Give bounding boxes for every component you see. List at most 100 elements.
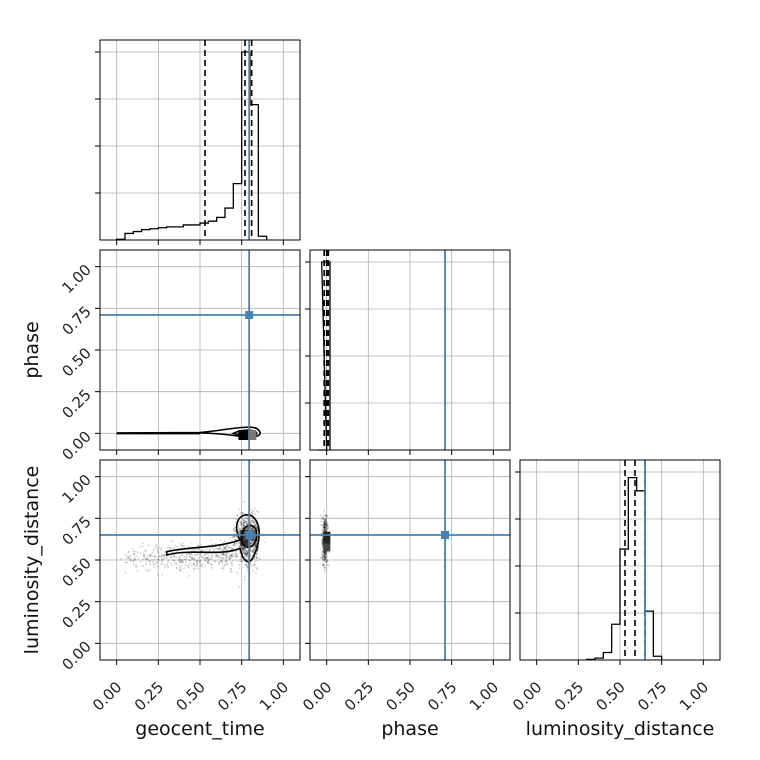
sample-point	[153, 547, 156, 550]
sample-point	[179, 561, 182, 564]
sample-point	[237, 544, 240, 547]
sample-point	[246, 521, 248, 524]
sample-point	[154, 555, 156, 557]
sample-point	[194, 548, 197, 551]
sample-point	[153, 563, 156, 566]
sample-point	[205, 557, 208, 560]
sample-point	[251, 551, 253, 554]
sample-point	[323, 525, 326, 528]
sample-point	[242, 521, 245, 523]
y-tick-label: 0.25	[58, 596, 94, 632]
sample-point	[184, 567, 187, 569]
y-tick-label: 0.75	[58, 512, 94, 548]
sample-point	[327, 527, 330, 530]
sample-point	[324, 521, 327, 524]
sample-point	[323, 522, 326, 525]
sample-point	[323, 551, 326, 554]
sample-point	[145, 561, 147, 564]
y-tick-label: 1.00	[58, 261, 94, 297]
sample-point	[244, 521, 247, 524]
sample-point	[251, 511, 254, 513]
sample-point	[209, 556, 212, 559]
sample-point	[246, 551, 249, 554]
sample-point	[217, 547, 220, 550]
sample-point	[243, 549, 246, 552]
scatter-panel-geocent_time-vs-phase: 0.00 0.25 0.50 0.75 1.00	[58, 249, 301, 464]
sample-point	[147, 569, 150, 572]
sample-point	[157, 551, 160, 554]
sample-point	[254, 520, 256, 523]
sample-point	[179, 543, 181, 545]
sample-point	[181, 568, 184, 570]
sample-point	[323, 554, 326, 556]
sample-point	[228, 556, 231, 559]
sample-point	[324, 527, 326, 530]
sample-point	[233, 543, 236, 546]
sample-point	[325, 528, 328, 531]
sample-point	[160, 554, 163, 556]
sample-point	[208, 559, 210, 562]
sample-point	[228, 558, 231, 561]
sample-point	[221, 557, 224, 560]
sample-point	[196, 559, 199, 562]
scatter-panel-phase-vs-luminosity_distance: 0.00 0.25 0.50 0.75 1.00	[299, 459, 511, 714]
x-tick-label: 1.00	[676, 678, 712, 714]
sample-point	[243, 546, 245, 549]
sample-point	[190, 557, 193, 560]
sample-point	[324, 523, 327, 525]
sample-point	[321, 554, 324, 557]
sample-point	[236, 572, 239, 574]
sample-point	[246, 527, 249, 530]
sample-point	[321, 557, 324, 559]
sample-point	[323, 552, 326, 555]
sample-point	[234, 556, 237, 559]
sample-point	[226, 562, 229, 565]
sample-point	[250, 549, 253, 552]
sample-point	[321, 550, 324, 553]
sample-point	[219, 546, 221, 549]
sample-point	[126, 555, 128, 558]
x-tick-label: 0.75	[424, 678, 460, 714]
sample-point	[233, 555, 236, 557]
sample-point	[246, 518, 249, 521]
sample-point	[162, 554, 165, 557]
sample-point	[241, 527, 244, 530]
sample-point	[250, 542, 252, 545]
sample-point	[251, 564, 253, 567]
sample-point	[323, 530, 326, 532]
sample-point	[133, 552, 136, 555]
sample-point	[195, 554, 198, 556]
sample-point	[245, 554, 248, 557]
sample-point	[252, 521, 255, 524]
sample-point	[200, 544, 202, 547]
sample-point	[251, 512, 254, 515]
sample-point	[323, 553, 326, 556]
sample-point	[323, 526, 325, 529]
sample-point	[185, 556, 187, 559]
sample-point	[217, 561, 220, 563]
sample-point	[218, 548, 221, 551]
sample-point	[236, 560, 239, 563]
sample-point	[326, 515, 329, 518]
sample-point	[161, 555, 164, 558]
sample-point	[253, 564, 256, 567]
contour-outer	[116, 426, 261, 439]
sample-point	[199, 559, 202, 562]
sample-point	[320, 541, 323, 543]
sample-point	[124, 571, 127, 574]
sample-point	[208, 548, 211, 551]
sample-point	[209, 562, 212, 565]
sample-point	[242, 547, 244, 550]
sample-point	[244, 553, 247, 556]
sample-point	[254, 507, 256, 510]
sample-point	[206, 561, 209, 563]
sample-point	[178, 568, 181, 571]
sample-point	[325, 522, 327, 525]
sample-point	[173, 559, 176, 562]
sample-point	[222, 557, 225, 560]
sample-point	[234, 530, 237, 533]
sample-point	[136, 551, 139, 554]
sample-point	[142, 558, 144, 561]
sample-point	[321, 542, 324, 545]
sample-point	[254, 543, 257, 546]
